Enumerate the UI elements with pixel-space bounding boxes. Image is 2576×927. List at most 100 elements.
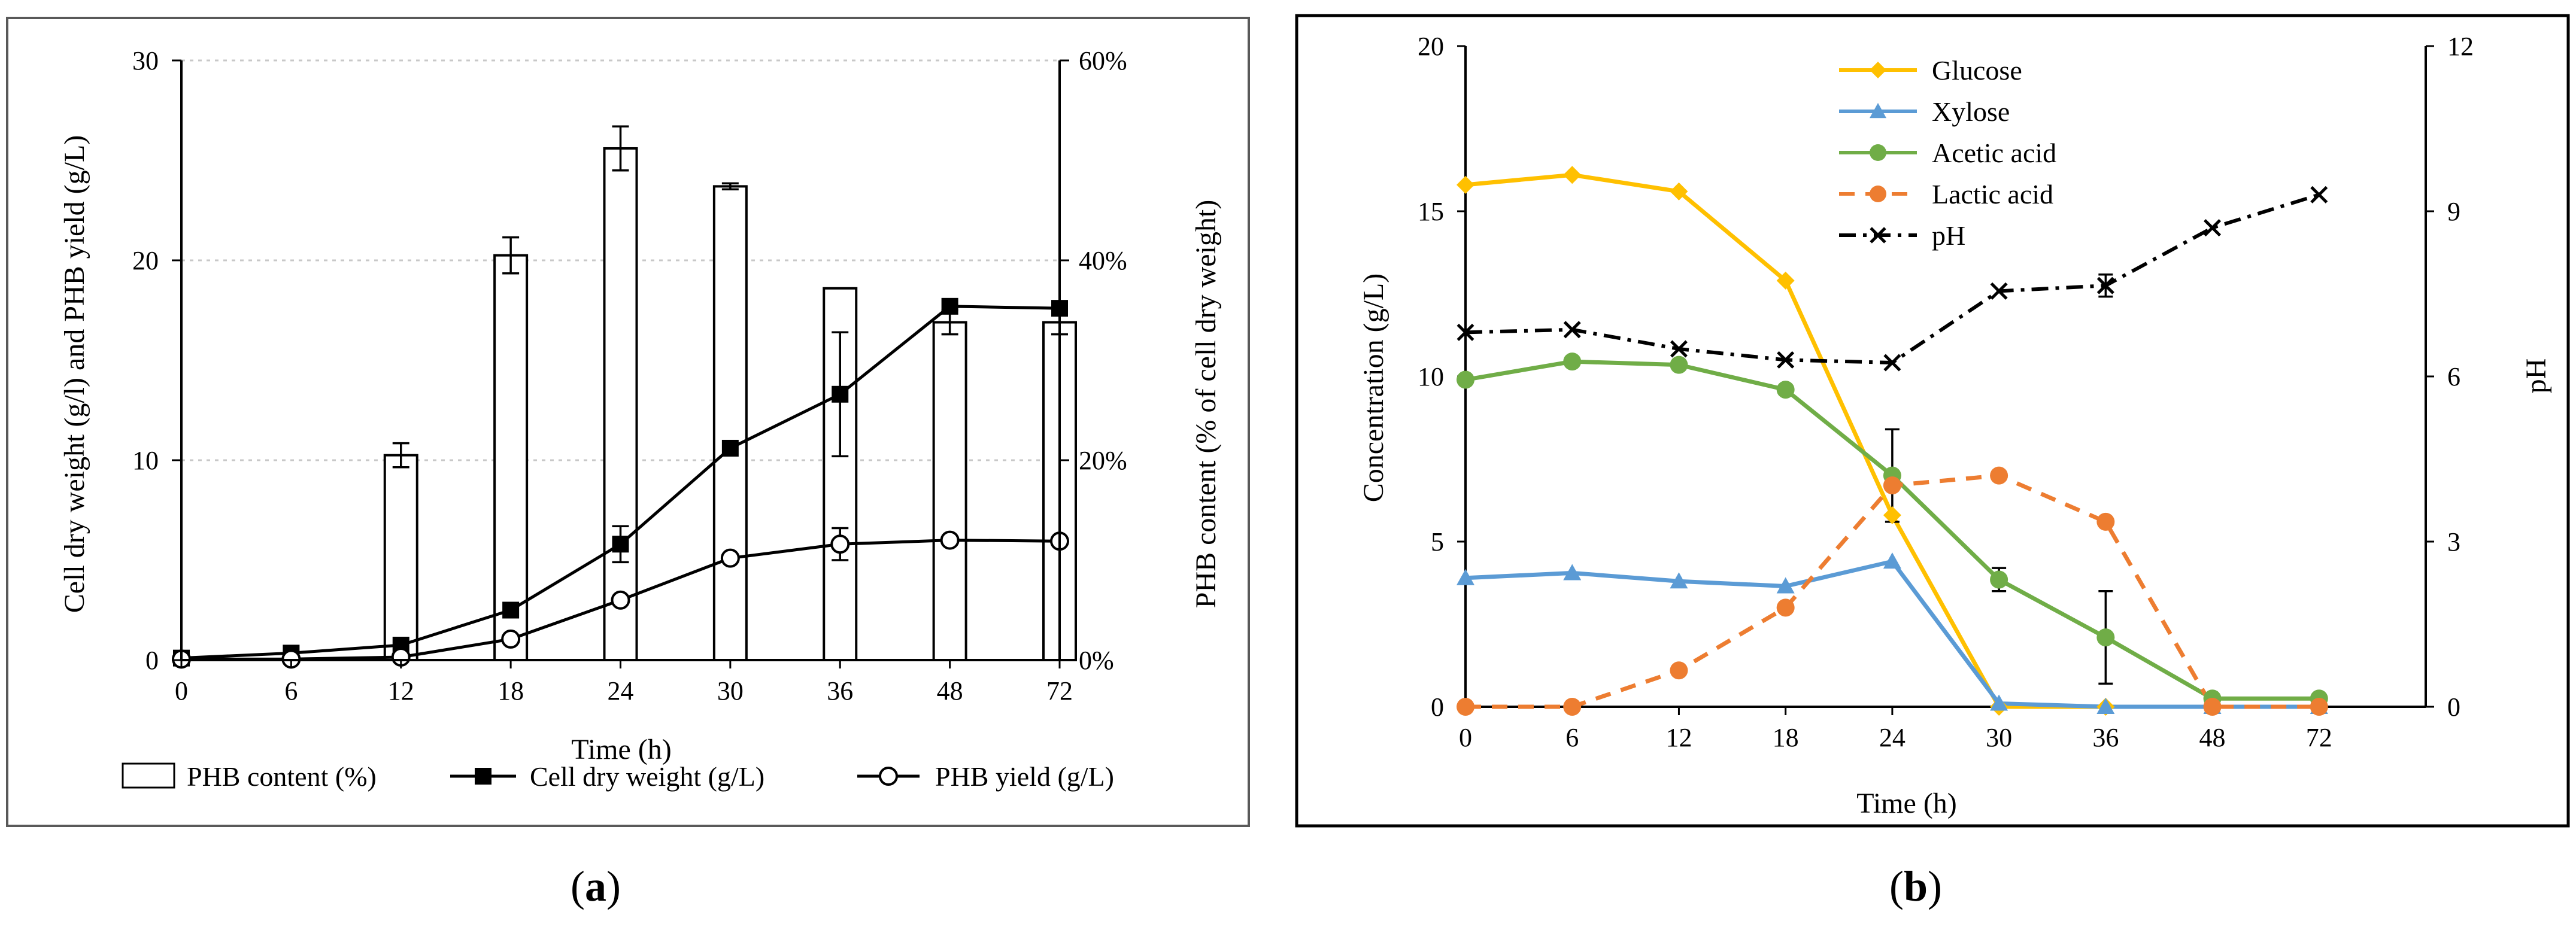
y-tick-label-right: 40% <box>1079 246 1127 275</box>
point-phb-yield <box>940 530 960 550</box>
point-cell-dry-weight <box>612 536 629 553</box>
legend-item-glucose: Glucose <box>1839 55 2022 86</box>
x-tick-label: 0 <box>1459 723 1472 752</box>
y-tick-label-right: 6 <box>2447 362 2460 391</box>
bar-phb-content <box>932 321 967 661</box>
legend-item-lactic-acid: Lactic acid <box>1839 179 2053 209</box>
bar-phb-content <box>493 254 529 661</box>
panel-a-ylabel-left: Cell dry weight (g/l) and PHB yield (g/L… <box>59 135 90 613</box>
chart-panel-b: 0 05 310 615 920 120 6 12 18 24 30 36 48 72 Time (h) … <box>1358 32 2552 819</box>
panel-a-xlabel: Time (h) <box>571 734 672 765</box>
legend-item-phb-content: PHB content (%) <box>122 761 377 792</box>
x-tick-label: 6 <box>1565 723 1579 752</box>
legend-item-acetic-acid: Acetic acid <box>1839 138 2056 168</box>
legend-circle-marker <box>879 767 898 786</box>
y-tick-label-right: 12 <box>2447 32 2474 61</box>
point-ph <box>2096 276 2114 294</box>
x-tick-label: 12 <box>388 676 414 706</box>
y-tick-label-right: 9 <box>2447 197 2460 226</box>
y-tick-label-left: 30 <box>132 46 159 75</box>
legend-square-marker <box>475 768 491 785</box>
panel-a-lines <box>172 297 1069 669</box>
point-ph <box>1883 354 1901 372</box>
point-xylose <box>1883 552 1901 569</box>
panel-b-lines <box>1457 166 2328 716</box>
point-glucose <box>1883 506 1901 524</box>
point-phb-yield <box>611 590 630 610</box>
point-acetic-acid <box>1990 570 2008 589</box>
point-xylose <box>1457 569 1474 585</box>
y-tick-label-left: 20 <box>1418 32 1444 61</box>
panel-b-tick-labels: 0 05 310 615 920 120 6 12 18 24 30 36 48 72 <box>1418 32 2474 752</box>
y-tick-label-left: 20 <box>132 246 159 275</box>
legend-item-xylose: Xylose <box>1839 96 2010 127</box>
point-xylose <box>1776 577 1795 594</box>
x-tick-label: 18 <box>497 676 524 706</box>
panel-b-ylabel-left: Concentration (g/L) <box>1358 273 1389 503</box>
point-cell-dry-weight <box>832 385 849 403</box>
point-ph <box>2204 219 2222 237</box>
y-tick-label-right: 20% <box>1079 446 1127 475</box>
bar-phb-content <box>712 185 748 662</box>
x-tick-label: 0 <box>175 676 188 706</box>
bar-phb-content <box>383 454 418 662</box>
x-tick-label: 12 <box>1665 723 1692 752</box>
y-tick-label-left: 0 <box>1431 692 1444 722</box>
y-tick-label-left: 10 <box>132 446 159 475</box>
point-lactic-acid <box>1883 476 1901 495</box>
point-cell-dry-weight <box>941 297 958 315</box>
legend-label: Cell dry weight (g/L) <box>530 761 764 792</box>
point-glucose <box>1563 166 1582 184</box>
point-lactic-acid <box>1670 661 1688 680</box>
y-tick-label-left: 10 <box>1418 362 1444 391</box>
legend-item-ph: pH <box>1839 220 1965 251</box>
legend-marker <box>1870 103 1886 118</box>
legend-marker <box>1870 62 1886 78</box>
point-ph <box>1990 282 2008 300</box>
legend-marker <box>1870 186 1886 202</box>
point-acetic-acid <box>1563 352 1582 371</box>
point-lactic-acid <box>1563 698 1582 716</box>
y-tick-label-right: 0 <box>2447 692 2460 722</box>
point-xylose <box>2096 698 2115 714</box>
point-glucose <box>1670 182 1688 200</box>
panel-b-frame <box>1295 14 2570 828</box>
point-ph <box>1670 340 1688 358</box>
y-tick-label-right: 0% <box>1079 646 1114 675</box>
panel-b-label: (b) <box>1889 862 1942 910</box>
legend-label: Xylose <box>1932 96 2010 127</box>
y-tick-label-right: 60% <box>1079 46 1127 75</box>
y-tick-label-right: 3 <box>2447 527 2460 557</box>
bar-phb-content <box>603 147 638 661</box>
legend-label: PHB content (%) <box>187 761 377 792</box>
x-tick-label: 72 <box>2306 723 2332 752</box>
x-tick-label: 36 <box>2092 723 2119 752</box>
legend-item-phb-yield: PHB yield (g/L) <box>857 761 1114 792</box>
point-xylose <box>1990 694 2008 711</box>
point-cell-dry-weight <box>502 601 520 619</box>
legend-item-cell-dry-weight: Cell dry weight (g/L) <box>450 761 764 792</box>
x-tick-label: 24 <box>608 676 634 706</box>
point-acetic-acid <box>2096 628 2115 647</box>
legend-bar-swatch <box>122 762 175 789</box>
panel-b-legend: Glucose Xylose Acetic acid Lactic acid pH <box>1839 55 2056 251</box>
point-ph <box>1457 323 1474 341</box>
x-tick-label: 18 <box>1773 723 1799 752</box>
legend-marker <box>1870 227 1886 244</box>
x-tick-label: 48 <box>2199 723 2226 752</box>
point-phb-yield <box>830 534 850 554</box>
panel-b-ylabel-right: pH <box>2520 358 2552 394</box>
point-ph <box>2310 186 2328 203</box>
point-lactic-acid <box>2096 512 2115 531</box>
point-lactic-acid <box>2203 698 2222 716</box>
panel-a-ylabel-right: PHB content (% of cell dry weight) <box>1190 200 1222 609</box>
legend-label: Lactic acid <box>1932 179 2053 209</box>
point-phb-yield <box>501 629 521 649</box>
panel-a-tick-labels: 0 0% 10 20% 20 40% 30 60% 0 6 12 18 24 30 36 48 72 <box>132 46 1127 706</box>
point-acetic-acid <box>1670 355 1688 374</box>
panel-b-xlabel: Time (h) <box>1856 788 1957 819</box>
x-tick-label: 24 <box>1879 723 1906 752</box>
legend-label: pH <box>1932 220 1965 251</box>
y-tick-label-left: 0 <box>145 646 159 675</box>
